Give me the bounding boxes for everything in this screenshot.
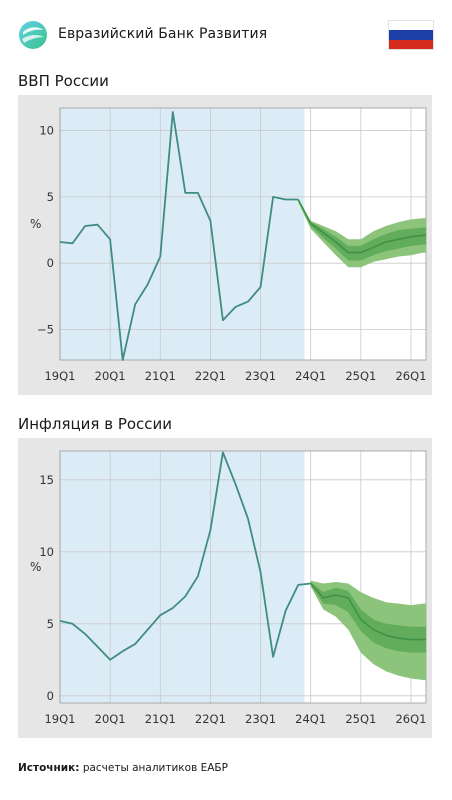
x-tick-label: 21Q1 (145, 712, 176, 726)
x-tick-label: 26Q1 (395, 712, 426, 726)
x-tick-label: 24Q1 (295, 712, 326, 726)
forecast-inner-band (310, 582, 426, 653)
flag-stripe (389, 39, 433, 49)
x-tick-label: 22Q1 (195, 712, 226, 726)
eabr-logo-icon (19, 21, 47, 49)
gdp-chart-title: ВВП России (18, 72, 109, 90)
plot-frame (59, 450, 427, 704)
inflation-chart: 19Q1 20Q1 21Q1 22Q1 23Q1 24Q1 25Q1 26Q1 0 5 10 15% (18, 438, 432, 738)
forecast-line (310, 582, 426, 641)
history-shading (60, 108, 305, 360)
gdp-chart: 19Q1 20Q1 21Q1 22Q1 23Q1 24Q1 25Q1 26Q1 −5 0 5 10% (18, 95, 432, 395)
gdp-chart-svg: 19Q1 20Q1 21Q1 22Q1 23Q1 24Q1 25Q1 26Q1 −5 0 5 10% (18, 95, 432, 395)
y-tick-label: 0 (47, 256, 54, 270)
x-tick-label: 20Q1 (95, 369, 126, 383)
x-tick-label: 20Q1 (95, 712, 126, 726)
y-tick-label: 10 (39, 124, 54, 138)
russia-flag-icon (388, 20, 434, 50)
y-tick-label: −5 (37, 322, 54, 336)
x-tick-label: 25Q1 (345, 712, 376, 726)
header: Евразийский Банк Развития (0, 0, 452, 70)
x-tick-label: 24Q1 (295, 369, 326, 383)
flag-stripe (389, 30, 433, 40)
y-tick-label: 5 (47, 190, 54, 204)
history-shading (60, 451, 305, 703)
x-tick-label: 23Q1 (245, 369, 276, 383)
x-tick-label: 21Q1 (145, 369, 176, 383)
x-tick-label: 26Q1 (395, 369, 426, 383)
x-tick-label: 25Q1 (345, 369, 376, 383)
forecast-line (297, 199, 426, 254)
actual-line (59, 111, 299, 361)
x-tick-label: 19Q1 (44, 712, 75, 726)
source-text: расчеты аналитиков ЕАБР (82, 762, 228, 774)
bank-name: Евразийский Банк Развития (58, 26, 268, 42)
x-tick-label: 23Q1 (245, 712, 276, 726)
y-tick-label: 5 (47, 617, 54, 631)
y-axis-label: % (30, 217, 41, 231)
x-tick-label: 22Q1 (195, 369, 226, 383)
source-label: Источник: (18, 762, 80, 774)
flag-stripe (389, 21, 433, 31)
source-note: Источник: расчеты аналитиков ЕАБР (18, 762, 228, 774)
y-tick-label: 10 (39, 545, 54, 559)
y-tick-label: 15 (39, 473, 54, 487)
y-axis-label: % (30, 560, 41, 574)
y-tick-label: 0 (47, 689, 54, 703)
actual-line (59, 451, 311, 661)
inflation-chart-svg: 19Q1 20Q1 21Q1 22Q1 23Q1 24Q1 25Q1 26Q1 0 5 10 15% (18, 438, 432, 738)
x-tick-label: 19Q1 (44, 369, 75, 383)
inflation-chart-title: Инфляция в России (18, 415, 173, 433)
forecast-inner-band (298, 199, 426, 261)
forecast-outer-band (298, 199, 426, 268)
